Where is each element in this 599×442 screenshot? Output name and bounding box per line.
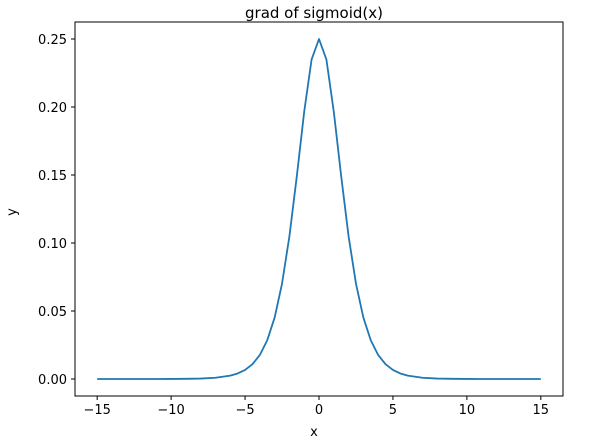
- chart-title: grad of sigmoid(x): [245, 4, 383, 22]
- x-tick-label: 5: [389, 403, 397, 418]
- x-tick-label: −10: [157, 403, 184, 418]
- x-tick-label: −5: [235, 403, 254, 418]
- plot-area: [74, 21, 564, 397]
- y-axis: 0.00 0.05 0.10 0.15 0.20 0.25: [38, 33, 75, 388]
- y-tick-label: 0.10: [38, 237, 67, 252]
- x-axis: −15 −10 −5 0 5 10 15: [83, 396, 549, 418]
- x-tick-label: 0: [315, 403, 323, 418]
- x-tick-label: 10: [459, 403, 476, 418]
- y-tick-label: 0.20: [38, 101, 67, 116]
- x-tick-label: 15: [533, 403, 550, 418]
- y-tick-label: 0.05: [38, 305, 67, 320]
- series-layer: [97, 38, 541, 380]
- y-tick-label: 0.15: [38, 169, 67, 184]
- x-axis-label: x: [310, 425, 318, 440]
- y-tick-label: 0.25: [38, 33, 67, 48]
- series-line: [97, 38, 541, 380]
- y-tick-label: 0.00: [38, 373, 67, 388]
- x-tick-label: −15: [83, 403, 110, 418]
- y-axis-label: y: [5, 208, 20, 216]
